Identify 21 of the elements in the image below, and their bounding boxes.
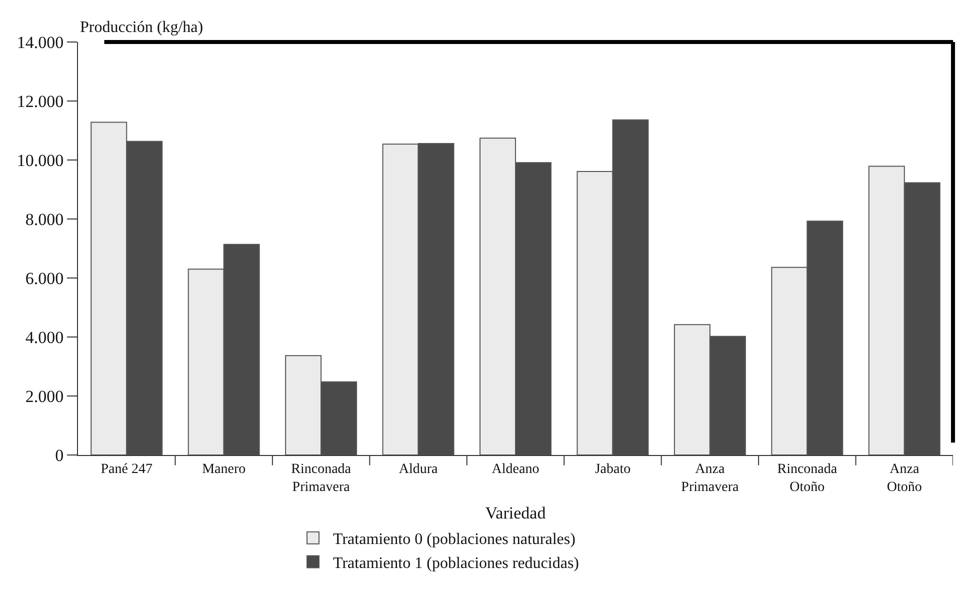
legend-label: Tratamiento 1 (poblaciones reducidas) — [333, 554, 580, 572]
x-tick-label: Rinconada Otoño — [777, 462, 838, 495]
y-tick-label: 4.000 — [25, 328, 64, 347]
y-tick-label: 0 — [55, 446, 64, 465]
y-tick-label: 6.000 — [25, 268, 64, 288]
x-axis-title: Variedad — [485, 503, 546, 522]
x-tick-label: Jabato — [594, 462, 631, 477]
legend-label: Tratamiento 0 (poblaciones naturales) — [333, 531, 576, 548]
y-tick-label: 2.000 — [25, 386, 64, 406]
y-axis-title: Producción (kg/ha) — [80, 19, 204, 36]
x-tick-label: Rinconada Primavera — [291, 462, 352, 495]
x-tick-label: Aldeano — [492, 462, 540, 477]
y-tick-label: 8.000 — [25, 210, 64, 229]
y-tick-label: 12.000 — [16, 92, 64, 111]
x-tick-label: Aldura — [398, 462, 438, 477]
x-tick-label: Pané 247 — [100, 462, 152, 477]
x-tick-label: Manero — [202, 462, 246, 477]
y-tick-label: 10.000 — [16, 150, 64, 170]
x-tick-label: Anza Otoño — [886, 462, 922, 495]
y-tick-label: 14.000 — [16, 32, 64, 52]
x-tick-label: Anza Primavera — [681, 462, 740, 495]
